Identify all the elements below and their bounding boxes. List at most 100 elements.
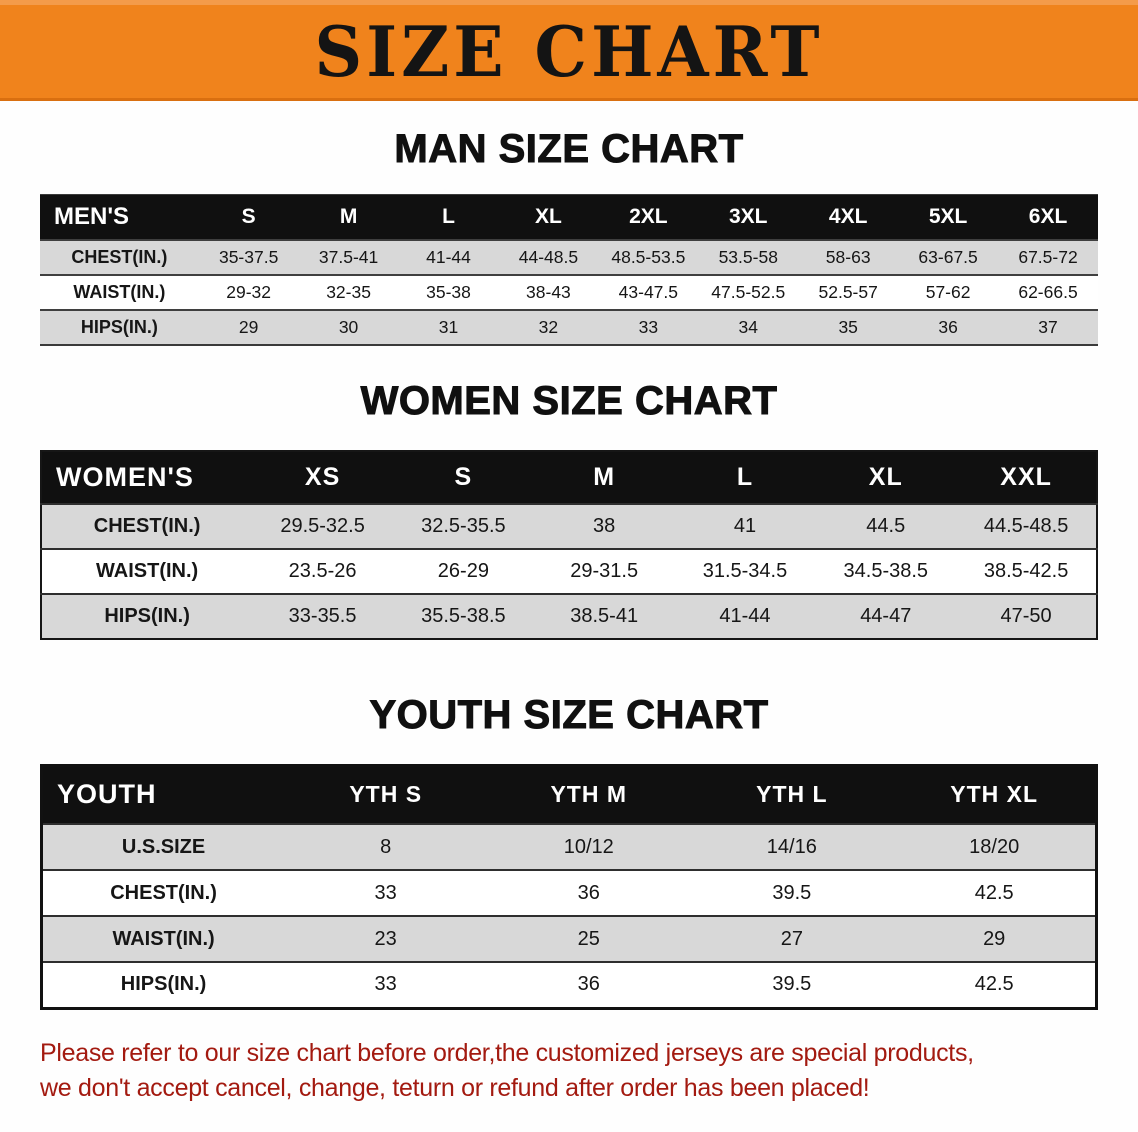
charts-area: MAN SIZE CHART MEN'S S M L XL 2XL 3XL 4XL 5XL 6XL… <box>0 126 1138 1010</box>
table-row: HIPS(IN.) 29 30 31 32 33 34 35 36 37 <box>40 309 1098 345</box>
size-value-cell: 33 <box>374 881 397 904</box>
section-men: MAN SIZE CHART MEN'S S M L XL 2XL 3XL 4XL 5XL 6XL… <box>0 126 1138 346</box>
table-row: WAIST(IN.) 23 25 27 29 <box>41 916 1097 962</box>
size-value-cell: 52.5-57 <box>818 281 878 302</box>
size-value-cell: 8 <box>380 835 392 858</box>
size-value-cell: 23 <box>374 927 397 950</box>
section-youth: YOUTH SIZE CHART YOUTH YTH S YTH M YTH L YTH… <box>0 692 1138 1010</box>
women-header-row: WOMEN'S XS S M L XL XXL <box>41 450 1097 504</box>
size-value-cell: 27 <box>780 927 803 950</box>
size-column-header: YTH XL <box>950 781 1039 808</box>
size-value-cell: 63-67.5 <box>918 246 978 267</box>
size-column-header: 6XL <box>1028 204 1068 228</box>
size-column-header: M <box>593 462 616 491</box>
youth-header-row: YOUTH YTH S YTH M YTH L YTH XL <box>41 765 1097 824</box>
size-value-cell: 67.5-72 <box>1018 246 1078 267</box>
size-value-cell: 47-50 <box>1000 604 1052 627</box>
row-label: WAIST(IN.) <box>112 927 215 950</box>
size-value-cell: 30 <box>338 316 359 337</box>
table-row: CHEST(IN.) 29.5-32.5 32.5-35.5 38 41 44.5 44.5… <box>41 503 1097 549</box>
size-column-header: L <box>736 462 754 491</box>
size-value-cell: 29-32 <box>226 281 272 302</box>
size-value-cell: 43-47.5 <box>618 281 679 302</box>
youth-size-table: YOUTH YTH S YTH M YTH L YTH XL U.S.SIZE 8 10/12… <box>40 763 1098 1010</box>
row-label: CHEST(IN.) <box>93 514 201 537</box>
table-row: HIPS(IN.) 33 36 39.5 42.5 <box>41 962 1097 1008</box>
size-value-cell: 26-29 <box>437 559 489 582</box>
table-row: U.S.SIZE 8 10/12 14/16 18/20 <box>41 824 1097 870</box>
size-column-header: S <box>454 462 473 491</box>
size-value-cell: 31.5-34.5 <box>702 559 788 582</box>
size-value-cell: 34.5-38.5 <box>843 559 929 582</box>
size-value-cell: 34 <box>738 316 758 337</box>
size-value-cell: 35.5-38.5 <box>421 604 506 627</box>
youth-section-heading: YOUTH SIZE CHART <box>369 692 769 737</box>
row-label: WAIST(IN.) <box>73 281 166 302</box>
size-column-header: S <box>241 204 256 228</box>
size-value-cell: 25 <box>577 927 600 950</box>
size-value-cell: 39.5 <box>772 973 812 996</box>
size-value-cell: 41-44 <box>426 246 471 267</box>
size-value-cell: 41-44 <box>719 604 771 627</box>
women-table-title: WOMEN'S <box>56 461 194 492</box>
note-line-2: we don't accept cancel, change, teturn o… <box>40 1074 870 1102</box>
table-row: WAIST(IN.) 23.5-26 26-29 29-31.5 31.5-34.5 34… <box>41 548 1097 594</box>
size-value-cell: 37.5-41 <box>318 246 379 267</box>
row-label: HIPS(IN.) <box>104 604 190 627</box>
size-column-header: YTH L <box>756 781 828 808</box>
size-value-cell: 33 <box>638 316 659 337</box>
size-column-header: M <box>339 204 358 228</box>
men-header-row: MEN'S S M L XL 2XL 3XL 4XL 5XL 6XL <box>40 194 1098 240</box>
size-value-cell: 18/20 <box>969 835 1020 858</box>
size-value-cell: 41 <box>733 514 757 537</box>
table-row: WAIST(IN.) 29-32 32-35 35-38 38-43 43-47.5 47.… <box>40 274 1098 310</box>
men-table-title: MEN'S <box>54 202 130 230</box>
size-value-cell: 62-66.5 <box>1018 281 1078 302</box>
table-row: HIPS(IN.) 33-35.5 35.5-38.5 38.5-41 41-44 44-… <box>41 593 1097 639</box>
size-value-cell: 38.5-42.5 <box>983 559 1069 582</box>
size-value-cell: 29 <box>983 927 1006 950</box>
size-value-cell: 29-31.5 <box>570 559 639 582</box>
size-column-header: YTH M <box>550 781 628 808</box>
size-column-header: 2XL <box>629 204 668 228</box>
men-size-table: MEN'S S M L XL 2XL 3XL 4XL 5XL 6XL CHEST(IN.) 35-37… <box>40 194 1098 346</box>
size-column-header: XS <box>304 462 341 491</box>
size-value-cell: 32-35 <box>326 281 371 302</box>
size-column-header: YTH S <box>349 781 423 808</box>
size-value-cell: 42.5 <box>974 881 1014 904</box>
banner: SIZE CHART <box>0 0 1138 101</box>
size-value-cell: 38-43 <box>526 281 571 302</box>
section-women: WOMEN SIZE CHART WOMEN'S XS S M L XL XXL CHEST(… <box>0 378 1138 640</box>
size-value-cell: 38 <box>593 514 616 537</box>
size-value-cell: 29 <box>238 316 259 337</box>
size-value-cell: 33-35.5 <box>288 604 357 627</box>
size-value-cell: 23.5-26 <box>288 559 357 582</box>
size-value-cell: 44-48.5 <box>518 246 579 267</box>
size-column-header: 3XL <box>729 204 768 228</box>
size-value-cell: 36 <box>938 316 958 337</box>
row-label: HIPS(IN.) <box>120 973 207 996</box>
size-column-header: XL <box>868 462 903 491</box>
table-row: CHEST(IN.) 35-37.5 37.5-41 41-44 44-48.5 48.5… <box>40 239 1098 275</box>
size-value-cell: 44-47 <box>860 604 912 627</box>
size-value-cell: 31 <box>438 316 459 337</box>
row-label: WAIST(IN.) <box>95 559 199 582</box>
size-value-cell: 47.5-52.5 <box>711 281 786 302</box>
men-section-heading: MAN SIZE CHART <box>394 127 744 172</box>
size-value-cell: 37 <box>1038 316 1058 337</box>
row-label: CHEST(IN.) <box>110 881 217 904</box>
size-value-cell: 35-37.5 <box>218 246 279 267</box>
size-value-cell: 38.5-41 <box>570 604 639 627</box>
size-column-header: 4XL <box>828 204 868 228</box>
size-column-header: XXL <box>1000 462 1052 491</box>
footer-note: Please refer to our size chart before or… <box>40 1036 1108 1107</box>
size-value-cell: 39.5 <box>772 881 812 904</box>
size-value-cell: 57-62 <box>925 281 971 302</box>
size-column-header: XL <box>534 204 562 228</box>
size-value-cell: 44.5 <box>866 514 906 537</box>
size-value-cell: 42.5 <box>974 973 1014 996</box>
size-column-header: L <box>442 204 455 228</box>
size-value-cell: 10/12 <box>563 835 614 858</box>
row-label: HIPS(IN.) <box>80 316 158 337</box>
page-title: SIZE CHART <box>314 10 824 93</box>
